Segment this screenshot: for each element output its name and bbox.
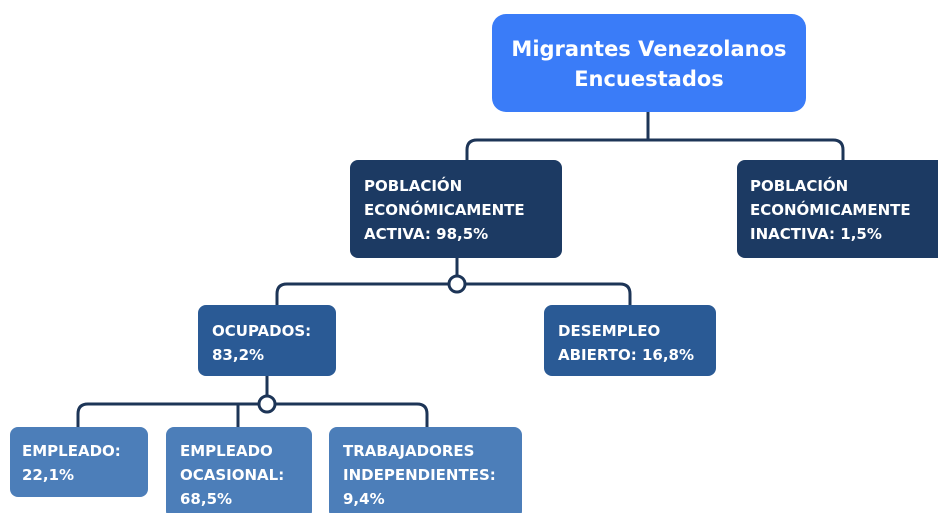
node-label: 9,4%: [343, 490, 385, 508]
node: DESEMPLEO ABIERTO: 16,8%: [544, 305, 716, 376]
node-label: DESEMPLEO: [558, 322, 660, 340]
node-label: INDEPENDIENTES:: [343, 466, 496, 484]
node-label: OCASIONAL:: [180, 466, 284, 484]
node-box: [492, 14, 806, 112]
node-label: POBLACIÓN: [750, 176, 848, 195]
node-label: Migrantes Venezolanos: [511, 37, 786, 61]
node: EMPLEADO OCASIONAL: 68,5%: [166, 427, 312, 513]
node-box: [166, 427, 312, 513]
node: Migrantes Venezolanos Encuestados: [492, 14, 806, 112]
node-label: ECONÓMICAMENTE: [364, 200, 525, 219]
node-label: POBLACIÓN: [364, 176, 462, 195]
node-label: EMPLEADO: [180, 442, 273, 460]
connectors: [76, 112, 845, 427]
node: EMPLEADO: 22,1%: [10, 427, 148, 497]
node-box: [10, 427, 148, 497]
node-label: Encuestados: [574, 67, 724, 91]
junction: [447, 274, 467, 294]
node-box: [544, 305, 716, 376]
node: TRABAJADORES INDEPENDIENTES: 9,4%: [329, 427, 522, 513]
node-box: [198, 305, 336, 376]
node-label: ABIERTO: 16,8%: [558, 346, 694, 364]
node-label: 68,5%: [180, 490, 232, 508]
junction: [257, 394, 277, 414]
connector: [465, 112, 845, 160]
node-label: EMPLEADO:: [22, 442, 121, 460]
connector: [76, 376, 429, 427]
node-label: ECONÓMICAMENTE: [750, 200, 911, 219]
node-label: INACTIVA: 1,5%: [750, 225, 882, 243]
node-label: OCUPADOS:: [212, 322, 311, 340]
node: OCUPADOS: 83,2%: [198, 305, 336, 376]
node: POBLACIÓN ECONÓMICAMENTE INACTIVA: 1,5%: [737, 160, 938, 258]
node-box: [329, 427, 522, 513]
node-box: [350, 160, 562, 258]
node-box: [737, 160, 938, 258]
node: POBLACIÓN ECONÓMICAMENTE ACTIVA: 98,5%: [350, 160, 562, 258]
node-label: 83,2%: [212, 346, 264, 364]
node-label: 22,1%: [22, 466, 74, 484]
node-label: ACTIVA: 98,5%: [364, 225, 488, 243]
node-label: TRABAJADORES: [343, 442, 474, 460]
